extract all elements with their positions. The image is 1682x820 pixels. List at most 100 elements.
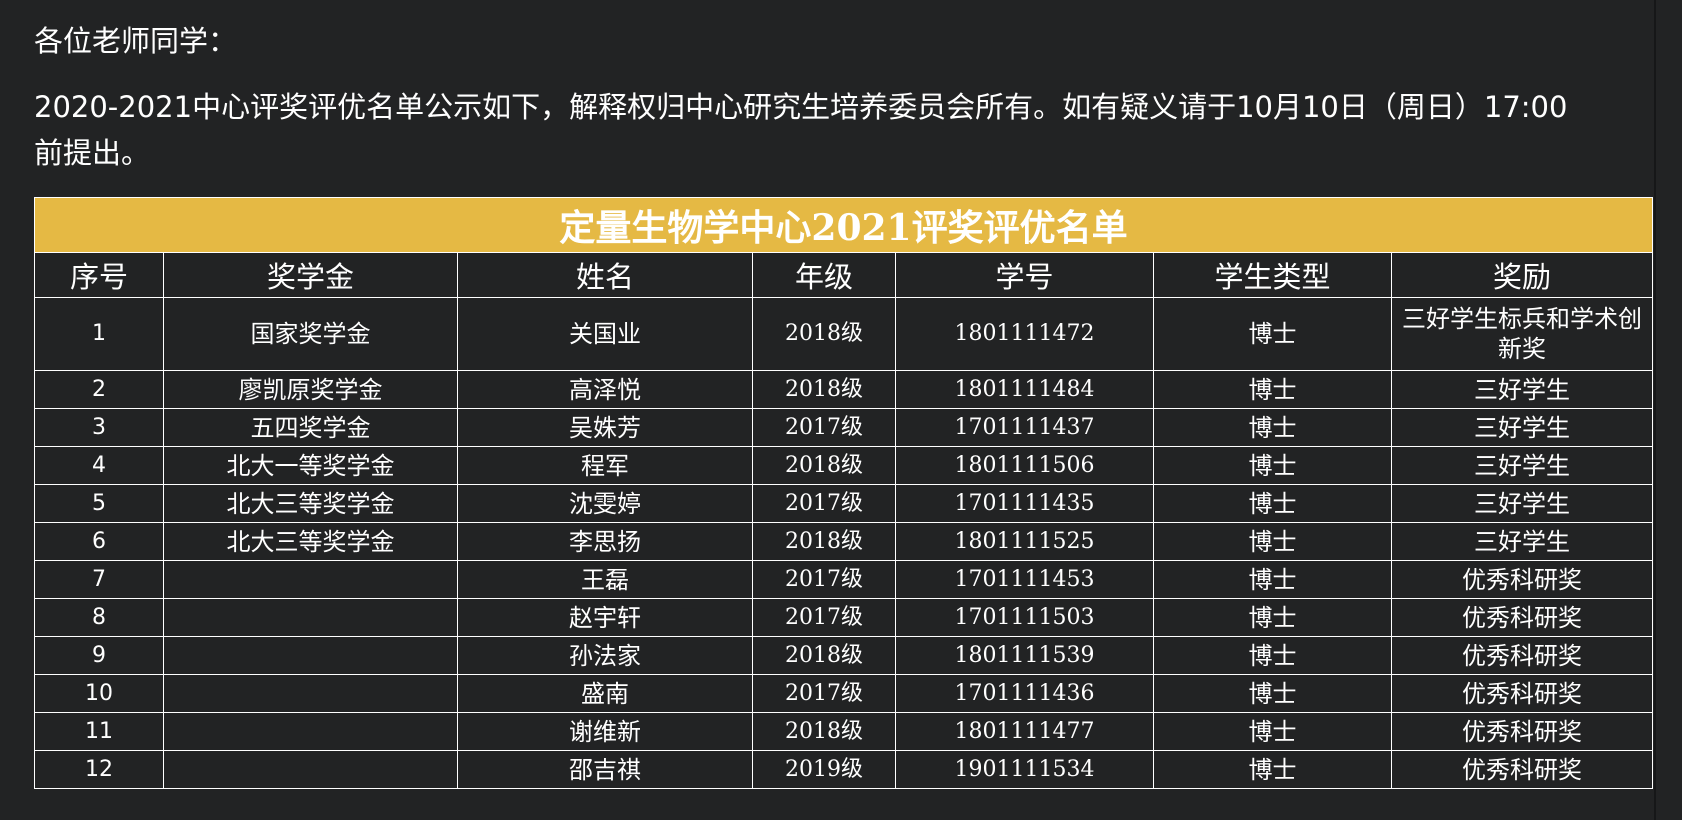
cell-student-type: 博士 (1153, 522, 1392, 561)
table-header-row: 序号 奖学金 姓名 年级 学号 学生类型 奖励 (34, 252, 1654, 298)
cell-name: 程军 (457, 446, 753, 485)
cell-scholarship (163, 750, 458, 789)
cell-student-type: 博士 (1153, 750, 1392, 789)
cell-grade: 2018级 (752, 297, 896, 371)
column-header-scholarship: 奖学金 (163, 252, 458, 298)
table-row: 8 赵宇轩 2017级 1701111503 博士 优秀科研奖 (34, 598, 1654, 637)
cell-index: 9 (34, 636, 164, 675)
cell-student-type: 博士 (1153, 674, 1392, 713)
cell-grade: 2018级 (752, 636, 896, 675)
cell-award: 优秀科研奖 (1390, 750, 1654, 789)
cell-name: 高泽悦 (457, 370, 753, 409)
cell-index: 3 (34, 408, 164, 447)
table-row: 11 谢维新 2018级 1801111477 博士 优秀科研奖 (34, 712, 1654, 751)
cell-student-type: 博士 (1153, 408, 1392, 447)
cell-student-type: 博士 (1153, 712, 1392, 751)
notice-paragraph: 2020-2021中心评奖评优名单公示如下，解释权归中心研究生培养委员会所有。如… (34, 90, 1568, 170)
cell-name: 关国业 (457, 297, 753, 371)
cell-name: 谢维新 (457, 712, 753, 751)
table-title: 定量生物学中心2021评奖评优名单 (33, 197, 1654, 253)
cell-student-id: 1801111484 (895, 370, 1154, 409)
table-row: 2 廖凯原奖学金 高泽悦 2018级 1801111484 博士 三好学生 (34, 370, 1654, 409)
cell-index: 5 (34, 484, 164, 523)
cell-scholarship (163, 598, 458, 637)
cell-index: 10 (34, 674, 164, 713)
cell-scholarship: 北大一等奖学金 (163, 446, 458, 485)
cell-name: 沈雯婷 (457, 484, 753, 523)
cell-grade: 2018级 (752, 370, 896, 409)
cell-student-type: 博士 (1153, 598, 1392, 637)
table-row: 10 盛南 2017级 1701111436 博士 优秀科研奖 (34, 674, 1654, 713)
cell-grade: 2017级 (752, 674, 896, 713)
cell-award: 三好学生标兵和学术创新奖 (1390, 297, 1654, 371)
cell-grade: 2017级 (752, 560, 896, 599)
column-header-student-id: 学号 (895, 252, 1154, 298)
cell-scholarship: 国家奖学金 (163, 297, 458, 371)
cell-student-id: 1801111525 (895, 522, 1154, 561)
cell-award: 优秀科研奖 (1390, 674, 1654, 713)
cell-scholarship: 五四奖学金 (163, 408, 458, 447)
cell-scholarship (163, 674, 458, 713)
table-row: 1 国家奖学金 关国业 2018级 1801111472 博士 三好学生标兵和学术创新奖 (34, 297, 1654, 371)
cell-award: 优秀科研奖 (1390, 598, 1654, 637)
cell-award: 三好学生 (1390, 446, 1654, 485)
table-row: 4 北大一等奖学金 程军 2018级 1801111506 博士 三好学生 (34, 446, 1654, 485)
cell-grade: 2018级 (752, 446, 896, 485)
cell-student-id: 1701111453 (895, 560, 1154, 599)
cell-index: 4 (34, 446, 164, 485)
cell-name: 吴姝芳 (457, 408, 753, 447)
table-row: 5 北大三等奖学金 沈雯婷 2017级 1701111435 博士 三好学生 (34, 484, 1654, 523)
cell-student-id: 1701111503 (895, 598, 1154, 637)
cell-student-type: 博士 (1153, 560, 1392, 599)
cell-student-id: 1701111436 (895, 674, 1154, 713)
cell-name: 王磊 (457, 560, 753, 599)
cell-student-id: 1701111437 (895, 408, 1154, 447)
cell-name: 孙法家 (457, 636, 753, 675)
cell-scholarship (163, 712, 458, 751)
cell-student-type: 博士 (1153, 297, 1392, 371)
table-row: 6 北大三等奖学金 李思扬 2018级 1801111525 博士 三好学生 (34, 522, 1654, 561)
cell-student-id: 1801111506 (895, 446, 1154, 485)
cell-award: 优秀科研奖 (1390, 636, 1654, 675)
cell-name: 李思扬 (457, 522, 753, 561)
column-header-award: 奖励 (1390, 252, 1654, 298)
cell-award: 三好学生 (1390, 408, 1654, 447)
cell-student-type: 博士 (1153, 370, 1392, 409)
cell-award: 优秀科研奖 (1390, 712, 1654, 751)
cell-student-id: 1801111539 (895, 636, 1154, 675)
cell-index: 2 (34, 370, 164, 409)
cell-award: 三好学生 (1390, 522, 1654, 561)
cell-student-type: 博士 (1153, 484, 1392, 523)
cell-name: 盛南 (457, 674, 753, 713)
column-header-student-type: 学生类型 (1153, 252, 1392, 298)
cell-name: 赵宇轩 (457, 598, 753, 637)
window-edge-divider (1654, 0, 1656, 820)
cell-index: 7 (34, 560, 164, 599)
cell-grade: 2017级 (752, 598, 896, 637)
cell-student-type: 博士 (1153, 446, 1392, 485)
cell-index: 6 (34, 522, 164, 561)
cell-scholarship: 北大三等奖学金 (163, 484, 458, 523)
announcement-text: 各位老师同学： 2020-2021中心评奖评优名单公示如下，解释权归中心研究生培… (34, 22, 1594, 176)
cell-scholarship: 廖凯原奖学金 (163, 370, 458, 409)
award-list-table: 定量生物学中心2021评奖评优名单 序号 奖学金 姓名 年级 学号 学生类型 奖… (33, 197, 1654, 789)
cell-award: 三好学生 (1390, 484, 1654, 523)
cell-student-id: 1801111472 (895, 297, 1154, 371)
table-row: 3 五四奖学金 吴姝芳 2017级 1701111437 博士 三好学生 (34, 408, 1654, 447)
column-header-grade: 年级 (752, 252, 896, 298)
column-header-index: 序号 (34, 252, 164, 298)
cell-index: 8 (34, 598, 164, 637)
table-row: 7 王磊 2017级 1701111453 博士 优秀科研奖 (34, 560, 1654, 599)
cell-scholarship: 北大三等奖学金 (163, 522, 458, 561)
cell-scholarship (163, 636, 458, 675)
cell-index: 1 (34, 297, 164, 371)
cell-grade: 2019级 (752, 750, 896, 789)
cell-grade: 2018级 (752, 522, 896, 561)
cell-grade: 2018级 (752, 712, 896, 751)
cell-grade: 2017级 (752, 484, 896, 523)
cell-student-type: 博士 (1153, 636, 1392, 675)
cell-student-id: 1701111435 (895, 484, 1154, 523)
cell-student-id: 1901111534 (895, 750, 1154, 789)
table-row: 9 孙法家 2018级 1801111539 博士 优秀科研奖 (34, 636, 1654, 675)
cell-name: 邵吉祺 (457, 750, 753, 789)
